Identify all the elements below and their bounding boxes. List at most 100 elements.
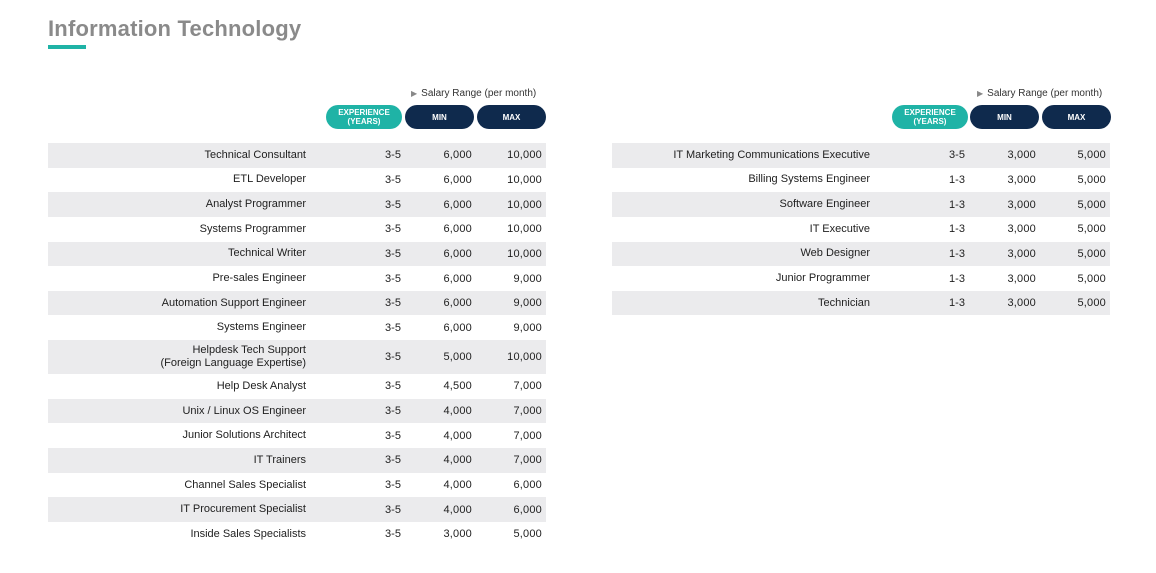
job-title-line: Junior Programmer (775, 272, 870, 285)
table-row: Analyst Programmer 3-5 6,000 10,000 (48, 192, 546, 217)
job-title-line: IT Marketing Communications Executive (673, 148, 870, 161)
experience-header-line2: (YEARS) (913, 117, 947, 126)
table-row: Technician 1-3 3,000 5,000 (612, 290, 1110, 316)
job-title: Junior Programmer (776, 272, 870, 285)
job-title-line: Technician (818, 296, 870, 309)
play-triangle-icon: ▶ (977, 89, 984, 98)
max-salary-cell: 10,000 (507, 247, 542, 260)
table-row: IT Procurement Specialist 3-5 4,000 6,000 (48, 497, 546, 522)
min-salary-cell: 3,000 (1007, 297, 1036, 310)
job-title-line: (Foreign Language Expertise) (160, 357, 306, 370)
experience-cell: 3-5 (385, 297, 401, 310)
min-header: MIN (405, 105, 474, 129)
min-salary-cell: 6,000 (443, 297, 472, 310)
job-title-line: Channel Sales Specialist (184, 478, 306, 491)
job-title-line: Analyst Programmer (205, 198, 306, 211)
experience-cell: 3-5 (385, 149, 401, 162)
title-underline (48, 45, 86, 49)
min-salary-cell: 4,000 (443, 503, 472, 516)
experience-cell: 3-5 (385, 223, 401, 236)
min-salary-cell: 4,500 (443, 380, 472, 393)
job-title: Pre-sales Engineer (212, 272, 306, 285)
table-row: Systems Programmer 3-5 6,000 10,000 (48, 217, 546, 242)
max-salary-cell: 5,000 (1077, 223, 1106, 236)
job-title: Unix / Linux OS Engineer (182, 405, 306, 418)
experience-header-line1: EXPERIENCE (338, 108, 390, 117)
job-title-line: Billing Systems Engineer (748, 173, 870, 186)
page-title: Information Technology (48, 16, 302, 41)
job-title-line: Automation Support Engineer (161, 296, 306, 309)
job-title: Analyst Programmer (206, 198, 306, 211)
experience-cell: 3-5 (385, 454, 401, 467)
min-salary-cell: 3,000 (1007, 198, 1036, 211)
max-salary-cell: 10,000 (507, 223, 542, 236)
max-salary-cell: 5,000 (1077, 173, 1106, 186)
min-salary-cell: 4,000 (443, 405, 472, 418)
min-salary-cell: 3,000 (1007, 272, 1036, 285)
table-row: IT Executive 1-3 3,000 5,000 (612, 217, 1110, 242)
min-salary-cell: 4,000 (443, 479, 472, 491)
table-row: Technical Writer 3-5 6,000 10,000 (48, 241, 546, 267)
min-salary-cell: 6,000 (443, 272, 472, 285)
max-salary-cell: 9,000 (513, 272, 542, 285)
salary-range-label: ▶ Salary Range (per month) (977, 88, 1102, 99)
max-salary-cell: 10,000 (507, 173, 542, 186)
min-salary-cell: 3,000 (1007, 247, 1036, 260)
table-row: IT Trainers 3-5 4,000 7,000 (48, 448, 546, 473)
job-title-line: Software Engineer (779, 198, 871, 211)
experience-cell: 3-5 (385, 247, 401, 260)
experience-cell: 3-5 (385, 351, 401, 364)
job-title-line: Junior Solutions Architect (182, 429, 306, 442)
salary-range-text: Salary Range (per month) (987, 88, 1103, 99)
job-title-line: Systems Programmer (199, 222, 306, 235)
job-title: Automation Support Engineer (162, 297, 306, 310)
left-table-rows: Technical Consultant 3-5 6,000 10,000 ETL De… (48, 143, 546, 547)
max-salary-cell: 6,000 (513, 479, 542, 491)
max-salary-cell: 9,000 (513, 297, 542, 310)
table-row: Junior Solutions Architect 3-5 4,000 7,000 (48, 423, 546, 448)
experience-cell: 3-5 (385, 321, 401, 334)
right-table-rows: IT Marketing Communications Executive 3-5… (612, 143, 1110, 316)
min-salary-cell: 6,000 (443, 149, 472, 162)
table-row: Technical Consultant 3-5 6,000 10,000 (48, 143, 546, 168)
experience-cell: 3-5 (385, 198, 401, 211)
job-title: Software Engineer (780, 198, 871, 211)
table-row: IT Marketing Communications Executive 3-5… (612, 143, 1110, 168)
table-row: Inside Sales Specialists 3-5 3,000 5,000 (48, 522, 546, 547)
max-salary-cell: 5,000 (1077, 149, 1106, 162)
min-salary-cell: 3,000 (443, 528, 472, 541)
job-title: Systems Programmer (200, 223, 306, 236)
experience-header-line2: (YEARS) (347, 117, 381, 126)
job-title-line: Inside Sales Specialists (190, 527, 306, 540)
max-salary-cell: 5,000 (1077, 198, 1106, 211)
play-triangle-icon: ▶ (411, 89, 418, 98)
job-title-line: Unix / Linux OS Engineer (182, 404, 306, 417)
table-row: Automation Support Engineer 3-5 6,000 9,000 (48, 290, 546, 316)
max-salary-cell: 10,000 (507, 198, 542, 211)
experience-header: EXPERIENCE (YEARS) (326, 105, 402, 129)
max-salary-cell: 5,000 (1077, 297, 1106, 310)
experience-cell: 1-3 (949, 297, 965, 310)
experience-cell: 1-3 (949, 247, 965, 260)
experience-cell: 3-5 (385, 503, 401, 516)
table-row: ETL Developer 3-5 6,000 10,000 (48, 168, 546, 193)
experience-cell: 1-3 (949, 272, 965, 285)
job-title: Technical Writer (228, 247, 306, 260)
job-title-line: Technical Writer (227, 247, 306, 260)
min-salary-cell: 6,000 (443, 198, 472, 211)
table-row: Pre-sales Engineer 3-5 6,000 9,000 (48, 266, 546, 291)
experience-cell: 3-5 (385, 380, 401, 393)
job-title: Inside Sales Specialists (190, 528, 306, 541)
table-row: Channel Sales Specialist 3-5 4,000 6,000 (48, 473, 546, 498)
min-salary-cell: 6,000 (443, 223, 472, 236)
min-salary-cell: 6,000 (443, 321, 472, 334)
job-title: IT Procurement Specialist (180, 503, 306, 516)
table-row: Helpdesk Tech Support (Foreign Language E… (48, 340, 546, 375)
min-salary-cell: 6,000 (443, 247, 472, 260)
table-row: Web Designer 1-3 3,000 5,000 (612, 241, 1110, 267)
table-row: Software Engineer 1-3 3,000 5,000 (612, 192, 1110, 217)
max-header: MAX (1042, 105, 1111, 129)
min-header: MIN (970, 105, 1039, 129)
job-title: Technician (818, 297, 870, 310)
job-title: Billing Systems Engineer (748, 173, 870, 186)
